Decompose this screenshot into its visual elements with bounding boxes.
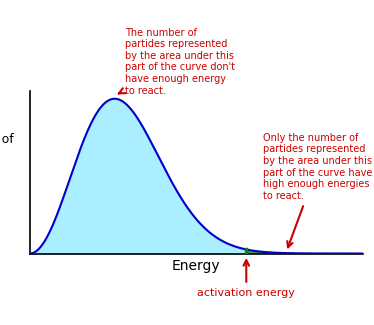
X-axis label: Energy: Energy bbox=[172, 259, 221, 273]
Text: Only the number of
partides represented
by the area under this
part of the curve: Only the number of partides represented … bbox=[263, 133, 372, 247]
Text: The number of
partides represented
by the area under this
part of the curve don': The number of partides represented by th… bbox=[119, 28, 234, 96]
Text: number of
partides: number of partides bbox=[0, 133, 13, 161]
Text: activation energy: activation energy bbox=[197, 260, 295, 298]
